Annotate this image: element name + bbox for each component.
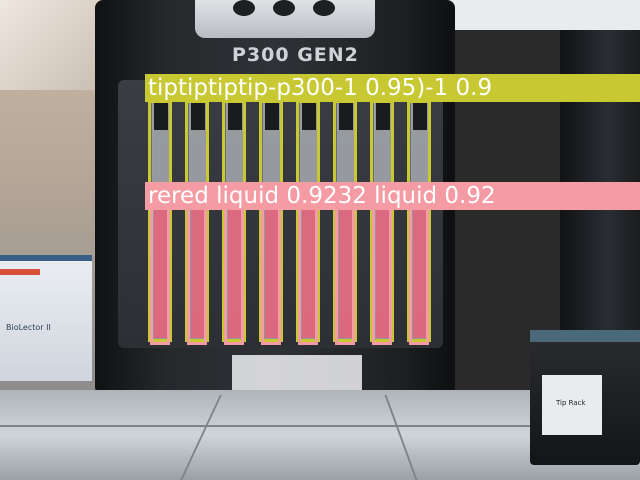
tip-collar [228, 100, 242, 130]
pipette-model-label: P300 GEN2 [232, 44, 359, 66]
liquid-detection-box [150, 205, 170, 345]
tip-liquid [339, 200, 353, 338]
deck-slot-line [0, 425, 640, 427]
tip-liquid [191, 200, 205, 338]
pipette-top-plate [195, 0, 375, 38]
liquid-detection-box [409, 205, 429, 345]
liquid-detection-box [372, 205, 392, 345]
tip-liquid [376, 200, 390, 338]
tip-collar [154, 100, 168, 130]
liquid-detection-box [298, 205, 318, 345]
liquid-label-bg [145, 182, 640, 210]
tip-liquid [413, 200, 427, 338]
tip-collar [191, 100, 205, 130]
liquid-detection-box [261, 205, 281, 345]
instrument-red-stripe [0, 269, 40, 275]
enclosure-frame-top [440, 0, 640, 30]
tip-liquid [154, 200, 168, 338]
screw-icon [273, 0, 295, 16]
tip-liquid [265, 200, 279, 338]
tips-group [151, 99, 430, 341]
tip-box-label-plate: Tip Rack [542, 375, 602, 435]
tip-collar [376, 100, 390, 130]
liquid-detection-box [187, 205, 207, 345]
window-glare [0, 0, 110, 90]
tip-collar [339, 100, 353, 130]
tip-detection-label: tiptiptiptip-p300-1 0.95)-1 0.9 [148, 75, 493, 101]
tip-liquid [228, 200, 242, 338]
tip-liquid [302, 200, 316, 338]
liquid-detection-label: rered liquid 0.9232 liquid 0.92 [148, 183, 496, 209]
side-instrument: BioLector II [0, 255, 92, 381]
instrument-label: BioLector II [6, 323, 51, 332]
tip-box: Tip Rack [530, 330, 640, 465]
tip-box-lid [530, 330, 640, 342]
tip-collar [413, 100, 427, 130]
tip-box-label: Tip Rack [556, 399, 586, 407]
tip-label-bg [145, 74, 640, 102]
tip-collar [302, 100, 316, 130]
liquid-detection-box [335, 205, 355, 345]
tip-collar [265, 100, 279, 130]
screw-icon [313, 0, 335, 16]
liquid-detection-box [224, 205, 244, 345]
screw-icon [233, 0, 255, 16]
